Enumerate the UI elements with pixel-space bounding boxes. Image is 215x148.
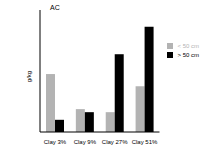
svg-text:Clay 51%: Clay 51%: [132, 139, 158, 145]
svg-text:Clay 9%: Clay 9%: [74, 139, 97, 145]
html-text:AC: AC: [50, 4, 60, 11]
svg-text:Clay 3%: Clay 3%: [44, 139, 67, 145]
svg-text:g/kg: g/kg: [26, 71, 32, 82]
html-text:> 50 cm: > 50 cm: [177, 52, 199, 58]
html-text:< 50 cm: < 50 cm: [177, 43, 199, 49]
svg-text:Clay 27%: Clay 27%: [102, 139, 128, 145]
